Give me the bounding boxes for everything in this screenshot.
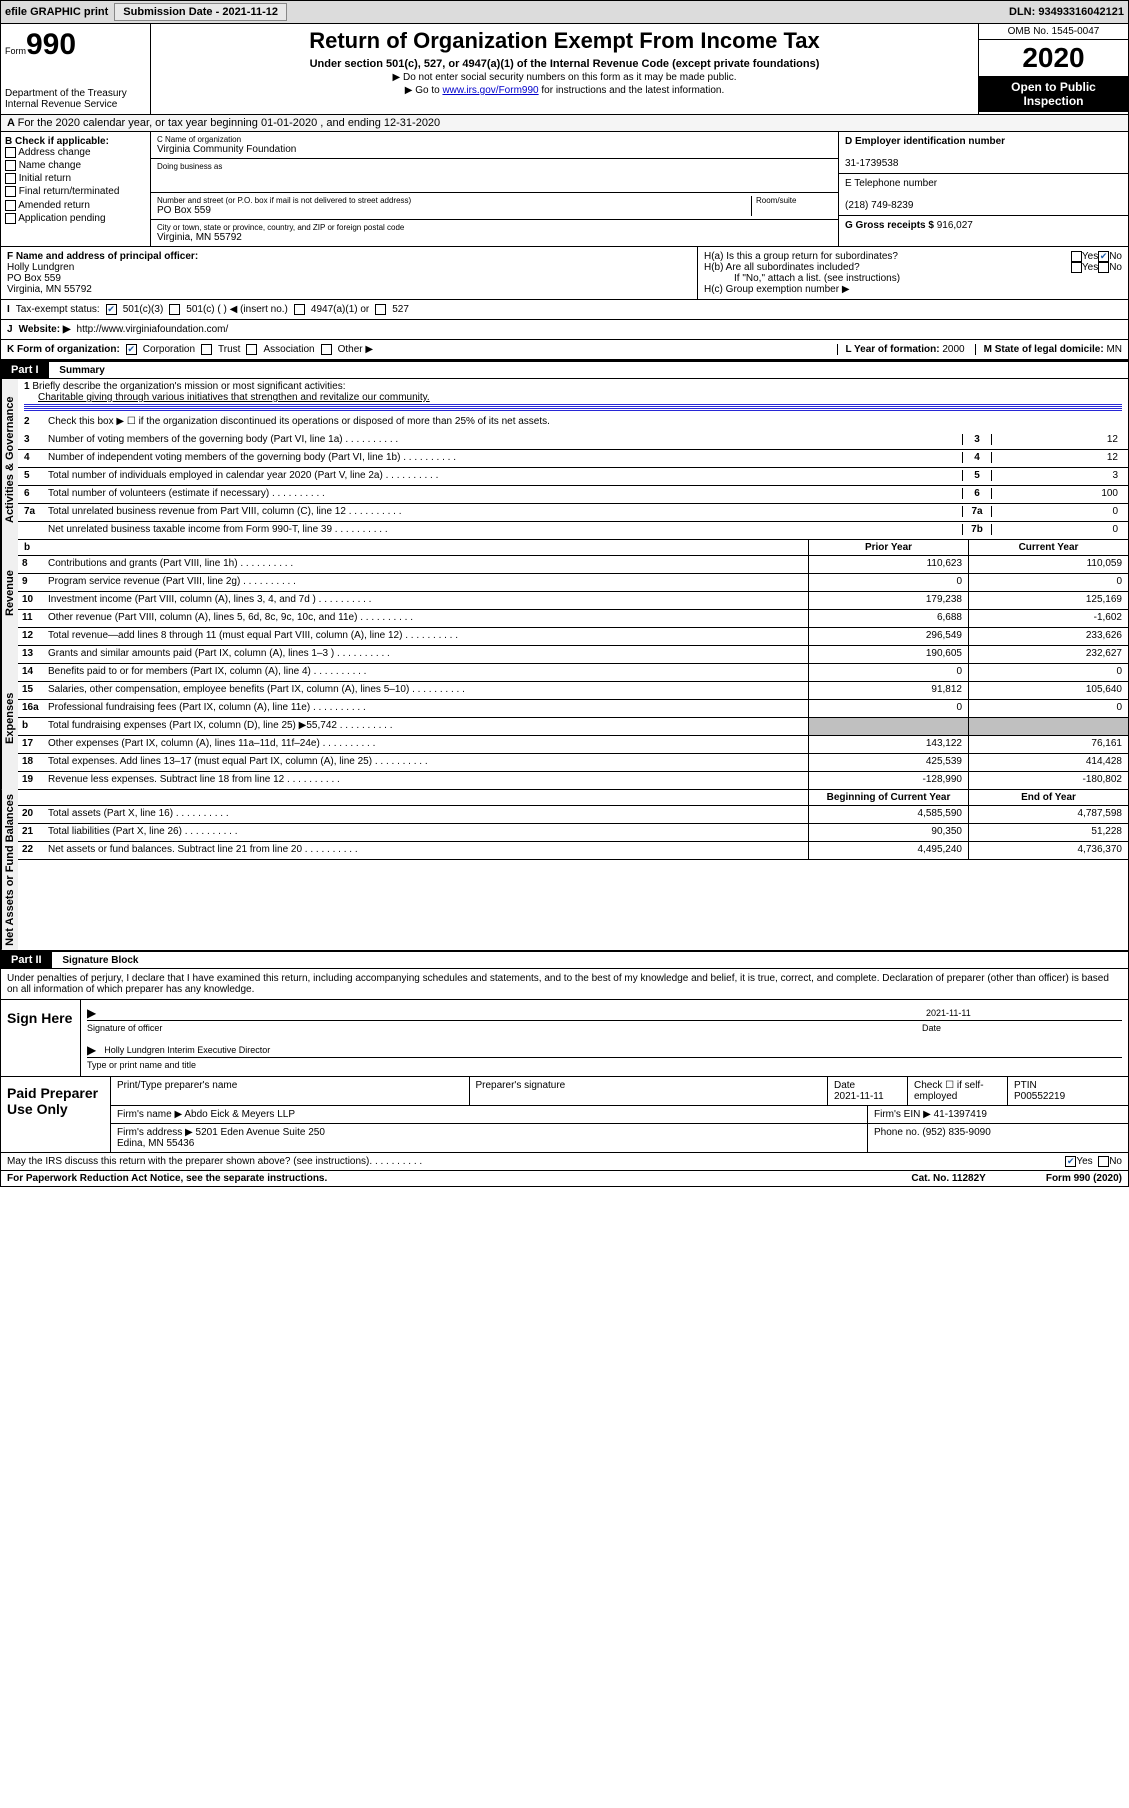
summary-line: bTotal fundraising expenses (Part IX, co… xyxy=(18,718,1128,736)
net-assets-section: Net Assets or Fund Balances Beginning of… xyxy=(1,790,1128,950)
section-h: H(a) Is this a group return for subordin… xyxy=(698,247,1128,299)
mission-text: Charitable giving through various initia… xyxy=(24,392,430,403)
year-formation: 2000 xyxy=(942,344,964,355)
period-row: A For the 2020 calendar year, or tax yea… xyxy=(1,115,1128,132)
officer-row: F Name and address of principal officer:… xyxy=(1,247,1128,300)
cb-corp[interactable] xyxy=(126,344,137,355)
efile-label[interactable]: efile GRAPHIC print xyxy=(5,6,108,18)
cb-app-pending[interactable]: Application pending xyxy=(5,213,146,224)
summary-line: 12Total revenue—add lines 8 through 11 (… xyxy=(18,628,1128,646)
summary-line: 3Number of voting members of the governi… xyxy=(18,432,1128,450)
cb-amended-return[interactable]: Amended return xyxy=(5,200,146,211)
summary-line: 10Investment income (Part VIII, column (… xyxy=(18,592,1128,610)
form-number: 990 xyxy=(26,28,76,61)
ein: 31-1739538 xyxy=(845,158,898,169)
part2-header: Part II Signature Block xyxy=(1,950,1128,969)
summary-line: 22Net assets or fund balances. Subtract … xyxy=(18,842,1128,860)
dln-label: DLN: 93493316042121 xyxy=(1009,6,1124,18)
state-domicile: MN xyxy=(1106,344,1122,355)
header-left: Form990 Department of the Treasury Inter… xyxy=(1,24,151,114)
org-name: Virginia Community Foundation xyxy=(157,144,832,155)
summary-line: 17Other expenses (Part IX, column (A), l… xyxy=(18,736,1128,754)
cb-initial-return[interactable]: Initial return xyxy=(5,173,146,184)
cb-501c3[interactable] xyxy=(106,304,117,315)
hb-yes[interactable] xyxy=(1071,262,1082,273)
cb-name-change[interactable]: Name change xyxy=(5,160,146,171)
city: Virginia, MN 55792 xyxy=(157,232,832,243)
header-row: Form990 Department of the Treasury Inter… xyxy=(1,24,1128,115)
discuss-row: May the IRS discuss this return with the… xyxy=(1,1153,1128,1171)
street: PO Box 559 xyxy=(157,205,751,216)
summary-line: 13Grants and similar amounts paid (Part … xyxy=(18,646,1128,664)
website-row: J Website: ▶ http://www.virginiafoundati… xyxy=(1,320,1128,340)
cb-assoc[interactable] xyxy=(246,344,257,355)
cb-address-change[interactable]: Address change xyxy=(5,147,146,158)
cb-other[interactable] xyxy=(321,344,332,355)
org-form-row: K Form of organization: Corporation Trus… xyxy=(1,340,1128,360)
summary-line: 15Salaries, other compensation, employee… xyxy=(18,682,1128,700)
header-center: Return of Organization Exempt From Incom… xyxy=(151,24,978,114)
summary-line: 20Total assets (Part X, line 16)4,585,59… xyxy=(18,806,1128,824)
instruction-2: ▶ Go to www.irs.gov/Form990 for instruct… xyxy=(155,85,974,96)
ha-no[interactable] xyxy=(1098,251,1109,262)
main-title: Return of Organization Exempt From Incom… xyxy=(155,28,974,54)
sign-here-block: Sign Here 2021-11-11 Signature of office… xyxy=(1,1000,1128,1077)
discuss-no[interactable] xyxy=(1098,1156,1109,1167)
tax-year: 2020 xyxy=(979,40,1128,76)
tax-status-row: I Tax-exempt status: 501(c)(3) 501(c) ( … xyxy=(1,300,1128,320)
summary-line: Net unrelated business taxable income fr… xyxy=(18,522,1128,540)
summary-line: 18Total expenses. Add lines 13–17 (must … xyxy=(18,754,1128,772)
summary-line: 21Total liabilities (Part X, line 26)90,… xyxy=(18,824,1128,842)
summary-line: 5Total number of individuals employed in… xyxy=(18,468,1128,486)
subtitle: Under section 501(c), 527, or 4947(a)(1)… xyxy=(155,58,974,70)
summary-line: 11Other revenue (Part VIII, column (A), … xyxy=(18,610,1128,628)
form-container: efile GRAPHIC print Submission Date - 20… xyxy=(0,0,1129,1187)
gross-receipts: 916,027 xyxy=(937,220,973,231)
summary-line: 6Total number of volunteers (estimate if… xyxy=(18,486,1128,504)
section-c: C Name of organization Virginia Communit… xyxy=(151,132,838,246)
info-grid: B Check if applicable: Address change Na… xyxy=(1,132,1128,247)
summary-line: 9Program service revenue (Part VIII, lin… xyxy=(18,574,1128,592)
form990-link[interactable]: www.irs.gov/Form990 xyxy=(442,85,538,96)
instruction-1: ▶ Do not enter social security numbers o… xyxy=(155,72,974,83)
declaration-text: Under penalties of perjury, I declare th… xyxy=(1,969,1128,1000)
cb-trust[interactable] xyxy=(201,344,212,355)
cb-501c[interactable] xyxy=(169,304,180,315)
ha-yes[interactable] xyxy=(1071,251,1082,262)
officer-typed-name: Holly Lundgren Interim Executive Directo… xyxy=(100,1043,274,1057)
omb-number: OMB No. 1545-0047 xyxy=(979,24,1128,40)
discuss-yes[interactable] xyxy=(1065,1156,1076,1167)
expenses-section: Expenses 13Grants and similar amounts pa… xyxy=(1,646,1128,790)
dept-label: Department of the Treasury Internal Reve… xyxy=(5,88,146,110)
summary-line: 4Number of independent voting members of… xyxy=(18,450,1128,468)
firm-ein: 41-1397419 xyxy=(934,1109,987,1120)
top-bar: efile GRAPHIC print Submission Date - 20… xyxy=(1,1,1128,24)
form-ref: Form 990 (2020) xyxy=(1046,1173,1122,1184)
hb-no[interactable] xyxy=(1098,262,1109,273)
paid-preparer-block: Paid Preparer Use Only Print/Type prepar… xyxy=(1,1077,1128,1153)
officer-name: Holly Lundgren xyxy=(7,262,74,273)
phone: (218) 749-8239 xyxy=(845,200,913,211)
header-right: OMB No. 1545-0047 2020 Open to Public In… xyxy=(978,24,1128,114)
summary-line: 8Contributions and grants (Part VIII, li… xyxy=(18,556,1128,574)
section-d: D Employer identification number 31-1739… xyxy=(838,132,1128,246)
footer-final: For Paperwork Reduction Act Notice, see … xyxy=(1,1171,1128,1186)
cat-no: Cat. No. 11282Y xyxy=(911,1173,985,1184)
summary-line: 19Revenue less expenses. Subtract line 1… xyxy=(18,772,1128,790)
revenue-section: Revenue bPrior YearCurrent Year 8Contrib… xyxy=(1,540,1128,646)
firm-name: Abdo Eick & Meyers LLP xyxy=(184,1109,295,1120)
firm-phone: (952) 835-9090 xyxy=(922,1127,990,1138)
summary-line: 14Benefits paid to or for members (Part … xyxy=(18,664,1128,682)
governance-section: Activities & Governance 1 Briefly descri… xyxy=(1,379,1128,540)
inspection-label: Open to Public Inspection xyxy=(979,76,1128,112)
cb-4947[interactable] xyxy=(294,304,305,315)
section-b: B Check if applicable: Address change Na… xyxy=(1,132,151,246)
part1-header: Part I Summary xyxy=(1,360,1128,379)
summary-line: 7aTotal unrelated business revenue from … xyxy=(18,504,1128,522)
cb-527[interactable] xyxy=(375,304,386,315)
submission-date-button[interactable]: Submission Date - 2021-11-12 xyxy=(114,3,287,21)
summary-line: 16aProfessional fundraising fees (Part I… xyxy=(18,700,1128,718)
website-url: http://www.virginiafoundation.com/ xyxy=(77,324,229,335)
cb-final-return[interactable]: Final return/terminated xyxy=(5,186,146,197)
